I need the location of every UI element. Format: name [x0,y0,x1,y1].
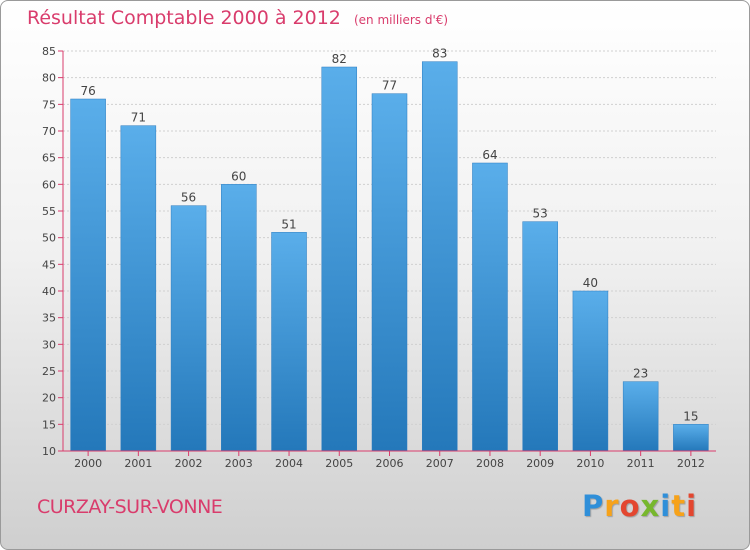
x-tick-label: 2003 [225,457,253,470]
x-tick-label: 2011 [627,457,655,470]
y-tick-label: 45 [42,258,56,271]
x-tick-label: 2004 [275,457,303,470]
x-tick-label: 2008 [476,457,504,470]
bar [522,221,558,452]
logo-letter: o [619,489,641,523]
bar-value-label: 23 [633,367,648,381]
bar-value-label: 82 [332,52,347,66]
bar [673,424,709,452]
bar [170,205,207,452]
bar-value-label: 76 [80,84,95,98]
bar [472,162,508,452]
y-tick-label: 25 [42,365,56,378]
x-tick-label: 2001 [124,457,152,470]
x-tick-label: 2006 [376,457,404,470]
bar-value-label: 56 [181,191,196,205]
bar-value-label: 71 [131,111,146,125]
bar-value-label: 64 [482,148,497,162]
y-tick-label: 40 [42,285,56,298]
x-tick-label: 2012 [677,457,705,470]
bar [221,184,257,452]
logo-letter: r [604,489,620,523]
y-tick-label: 10 [42,445,56,458]
bars [70,61,709,452]
y-tick-label: 65 [42,152,56,165]
proxiti-logo: Proxiti [582,489,697,523]
title-row: Résultat Comptable 2000 à 2012 (en milli… [27,7,448,29]
logo-letter: i [686,489,698,523]
data-labels: 76 71 56 60 51 82 77 83 64 53 40 23 15 [80,47,698,424]
x-tick-label: 2000 [74,457,102,470]
bar-value-label: 83 [432,47,447,61]
y-tick-label: 60 [42,178,56,191]
y-axis-ticks: 10 15 20 25 30 35 40 45 50 55 60 65 70 75 80 85 [42,45,64,458]
y-tick-label: 80 [42,72,56,85]
logo-letter: i [660,489,672,523]
x-tick-label: 2009 [526,457,554,470]
x-tick-label: 2002 [175,457,203,470]
x-tick-label: 2010 [576,457,604,470]
y-tick-label: 50 [42,232,56,245]
y-tick-label: 75 [42,98,56,111]
x-tick-label: 2007 [426,457,454,470]
logo-letter: P [582,489,605,523]
chart-title: Résultat Comptable 2000 à 2012 [27,7,341,29]
y-tick-label: 15 [42,418,56,431]
y-tick-label: 85 [42,45,56,58]
bar-value-label: 53 [533,207,548,221]
bar [321,66,358,452]
bar-value-label: 77 [382,79,397,93]
bar [572,290,609,452]
chart-unit: (en milliers d'€) [353,13,449,27]
x-axis-ticks: 2000 2001 2002 2003 2004 2005 2006 2007 2008 2009… [63,450,716,470]
logo-letter: t [671,489,687,523]
bar [70,98,106,452]
bar-value-label: 51 [281,217,296,231]
x-tick-label: 2005 [325,457,353,470]
logo-letter: x [640,489,661,523]
bar [271,232,307,452]
bar [421,61,458,452]
bar-value-label: 60 [231,169,246,183]
bar [371,93,408,452]
y-tick-label: 20 [42,392,56,405]
bar [622,381,659,452]
y-tick-label: 55 [42,205,56,218]
y-tick-label: 70 [42,125,56,138]
bar [120,125,157,452]
bar-value-label: 40 [583,276,598,290]
y-tick-label: 30 [42,338,56,351]
commune-name: CURZAY-SUR-VONNE [37,496,223,518]
bar-value-label: 15 [683,409,698,423]
y-tick-label: 35 [42,312,56,325]
